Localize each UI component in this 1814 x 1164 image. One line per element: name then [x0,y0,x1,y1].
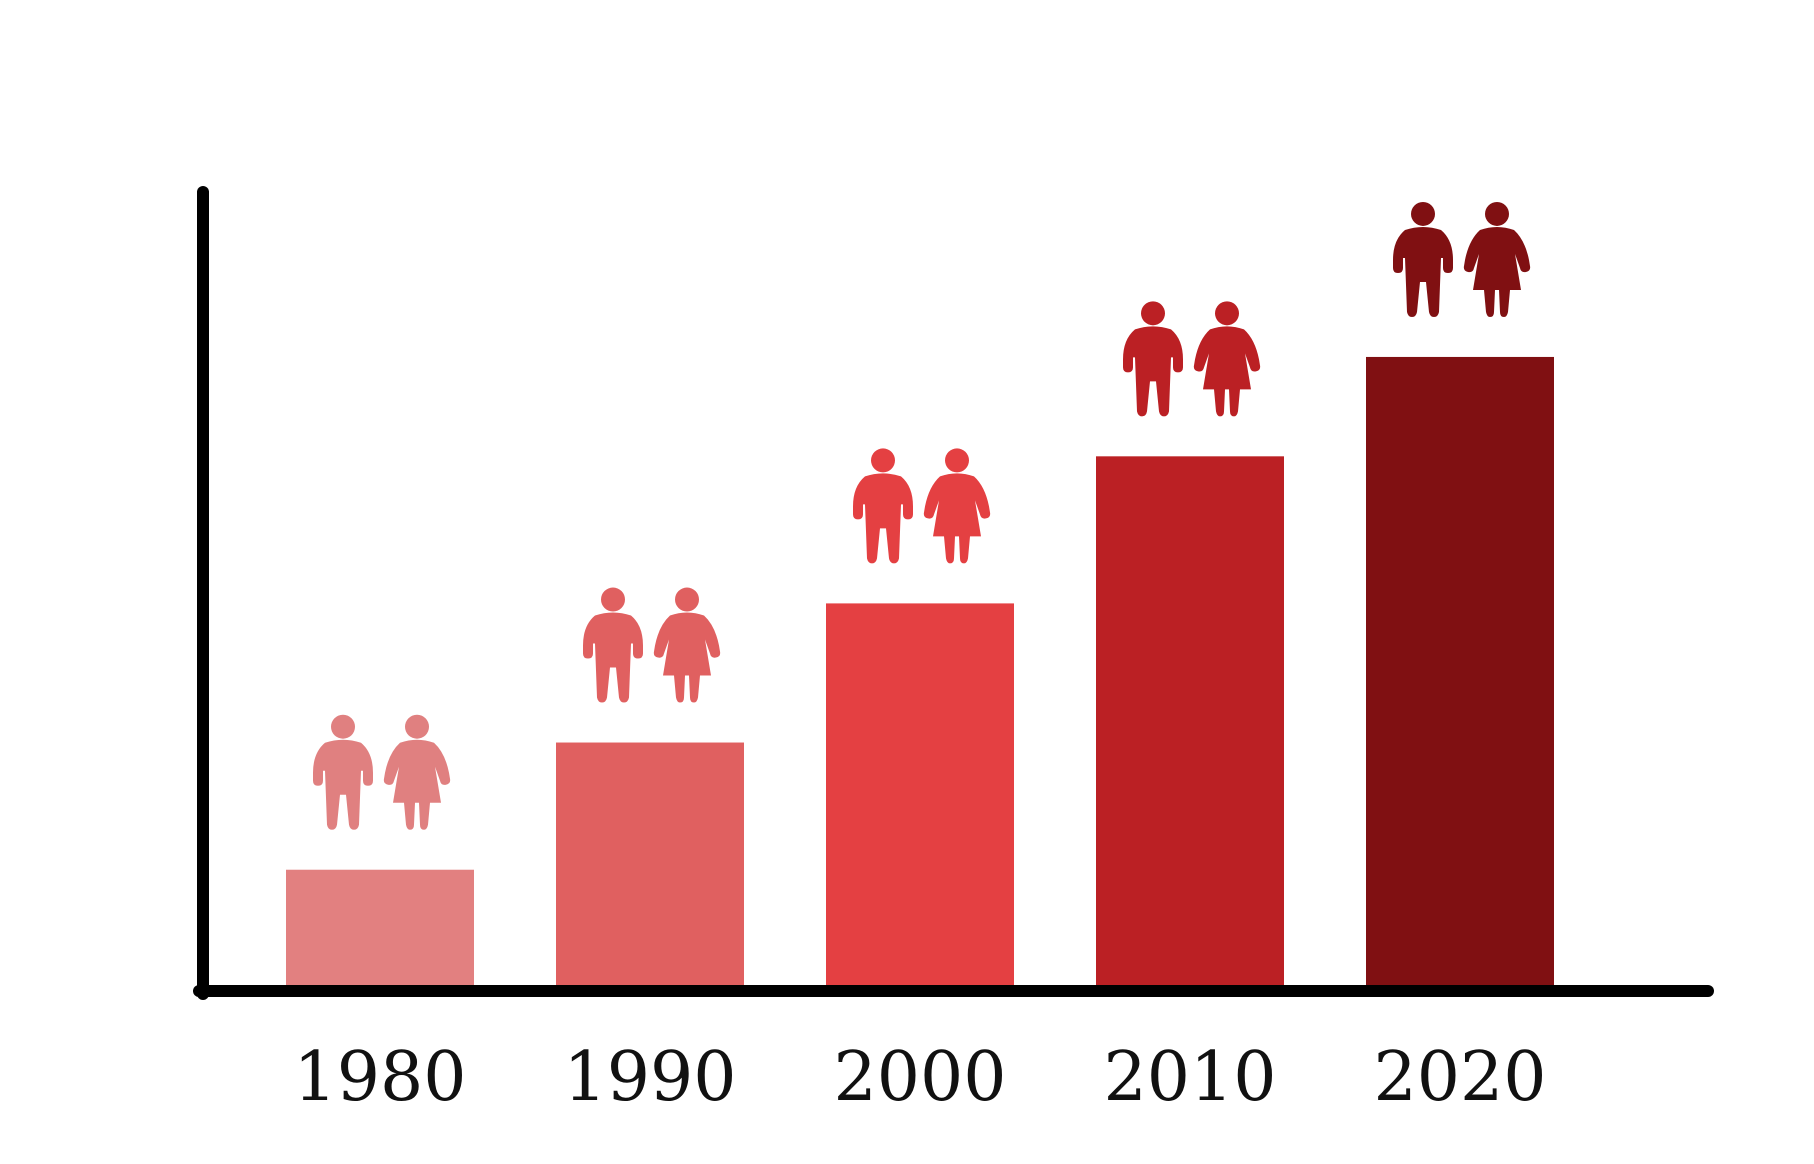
x-tick-label-2010: 2010 [1103,1038,1276,1117]
bar-2020 [1366,356,1554,985]
x-tick-labels: 1980 1990 2000 2010 2020 [293,1038,1546,1117]
bar-2010 [1096,456,1284,985]
woman-icon-1980 [383,714,451,830]
man-icon-2000 [853,448,913,564]
woman-icon-2020 [1463,201,1531,317]
woman-icon-2000 [923,448,991,564]
woman-icon-1990 [653,587,721,703]
bar-2000 [826,603,1014,985]
man-icon-1980 [313,714,373,830]
bar-1990 [556,742,744,985]
woman-icon-2010 [1193,301,1261,417]
bars [286,356,1554,985]
man-icon-1990 [583,587,643,703]
man-icon-2010 [1123,301,1183,417]
man-icon-2020 [1393,201,1453,317]
x-tick-label-1990: 1990 [563,1038,736,1117]
x-tick-label-1980: 1980 [293,1038,466,1117]
x-tick-label-2000: 2000 [833,1038,1006,1117]
x-tick-label-2020: 2020 [1373,1038,1546,1117]
bar-1980 [286,869,474,985]
